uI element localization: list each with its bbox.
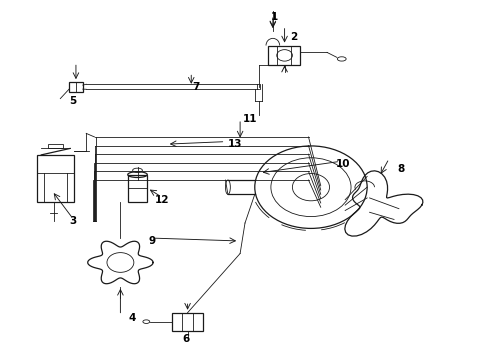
Text: 6: 6: [183, 333, 190, 343]
Text: 7: 7: [193, 82, 200, 92]
Text: 8: 8: [398, 164, 405, 174]
Text: 5: 5: [70, 96, 76, 106]
Text: 9: 9: [148, 236, 156, 246]
Text: 1: 1: [270, 12, 278, 22]
Text: 3: 3: [70, 216, 76, 226]
Text: 10: 10: [336, 159, 350, 169]
Text: 4: 4: [129, 313, 136, 323]
Text: 13: 13: [228, 139, 243, 149]
Text: 2: 2: [290, 32, 297, 41]
Text: 11: 11: [243, 114, 257, 124]
Text: 12: 12: [155, 195, 169, 205]
